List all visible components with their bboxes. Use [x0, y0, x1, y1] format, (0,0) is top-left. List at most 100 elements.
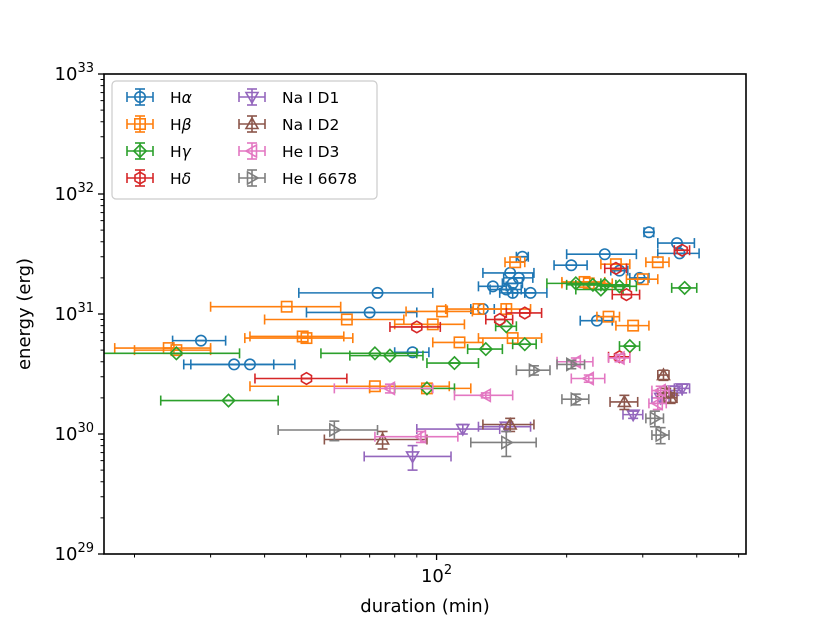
y-tick-label: 1032 — [55, 181, 94, 205]
point-marker — [620, 287, 633, 302]
data-point — [656, 367, 671, 382]
data-point — [298, 286, 434, 299]
point-marker — [636, 273, 649, 286]
error-bar — [565, 249, 638, 260]
y-tick-label: 1029 — [55, 541, 94, 565]
data-point — [249, 330, 345, 343]
error-bar — [104, 348, 241, 359]
point-marker — [565, 357, 579, 372]
data-point — [374, 429, 459, 445]
point-marker — [655, 427, 669, 443]
data-point — [596, 310, 621, 323]
error-bar — [505, 307, 543, 318]
data-point — [477, 332, 543, 345]
data-point — [504, 256, 526, 269]
data-point — [651, 383, 670, 398]
data-point — [505, 306, 543, 320]
legend-marker — [244, 116, 260, 130]
error-bar — [502, 272, 534, 283]
point-marker — [602, 310, 615, 323]
error-bar — [244, 333, 354, 344]
legend-error-bar — [126, 115, 154, 133]
point-marker — [570, 391, 584, 407]
legend-item: He I D3 — [238, 142, 339, 161]
data-point — [482, 416, 535, 433]
point-marker — [506, 286, 519, 299]
series-0 — [171, 226, 700, 371]
point-marker — [405, 451, 420, 465]
data-point — [629, 271, 650, 284]
y-axis-label: energy (erg) — [14, 258, 35, 370]
data-point — [159, 393, 279, 408]
error-bar — [498, 287, 526, 298]
data-point — [556, 357, 586, 372]
data-point — [645, 410, 665, 428]
legend-marker — [134, 91, 147, 104]
data-point — [405, 305, 474, 318]
point-marker — [382, 348, 398, 363]
legend-item: Hβ — [126, 115, 192, 134]
data-point — [673, 243, 691, 257]
error-bar — [600, 281, 638, 292]
point-marker — [585, 277, 601, 293]
legend-label: He I D3 — [282, 143, 339, 161]
point-marker — [501, 435, 514, 450]
point-marker — [367, 346, 383, 361]
error-bar — [596, 311, 621, 322]
error-bar — [553, 260, 588, 271]
data-point — [263, 313, 405, 326]
error-bar — [629, 272, 650, 283]
point-marker — [447, 355, 462, 371]
legend-label: He I 6678 — [282, 170, 357, 188]
error-bar — [469, 430, 537, 458]
point-marker — [565, 259, 578, 272]
legend: Hα Hβ Hγ Hδ Na I D1 Na I D2 He I D3 He I 6678 — [111, 80, 378, 200]
data-point — [609, 264, 629, 277]
point-marker — [413, 429, 427, 445]
data-point — [389, 320, 442, 334]
point-marker — [329, 422, 342, 438]
point-marker — [455, 423, 471, 437]
error-bar — [579, 315, 614, 326]
data-point — [609, 394, 639, 411]
error-bar — [625, 274, 659, 285]
point-marker — [653, 383, 666, 398]
data-point — [485, 312, 514, 327]
data-point — [622, 409, 644, 423]
point-marker — [612, 279, 627, 294]
data-point — [333, 380, 434, 396]
x-tick-label: 102 — [421, 563, 452, 587]
y-tick-label: 1030 — [55, 421, 94, 445]
legend-marker — [246, 170, 260, 186]
error-bar — [393, 319, 466, 330]
data-point — [415, 423, 501, 437]
legend-marker — [132, 143, 148, 159]
error-bar — [298, 287, 434, 298]
data-point — [615, 319, 650, 332]
error-bar — [389, 321, 442, 332]
point-marker — [363, 306, 376, 319]
point-marker — [486, 280, 499, 293]
data-point — [466, 341, 504, 357]
data-point — [511, 336, 537, 352]
error-bar — [277, 420, 379, 442]
data-point — [431, 336, 484, 349]
legend-item: He I 6678 — [238, 169, 357, 188]
point-marker — [633, 271, 646, 284]
error-bar — [615, 320, 650, 331]
point-marker — [300, 332, 313, 345]
data-point — [171, 334, 227, 347]
error-bar — [363, 444, 452, 471]
error-bar — [466, 344, 504, 355]
data-point — [565, 248, 638, 261]
error-bar — [113, 343, 212, 354]
point-marker — [169, 346, 184, 361]
point-marker — [194, 334, 207, 347]
point-marker — [598, 248, 611, 261]
data-point — [553, 259, 588, 272]
error-bar — [426, 358, 480, 369]
data-point — [618, 338, 641, 354]
error-bar — [171, 335, 227, 346]
series-7 — [277, 357, 670, 458]
point-marker — [382, 380, 396, 396]
